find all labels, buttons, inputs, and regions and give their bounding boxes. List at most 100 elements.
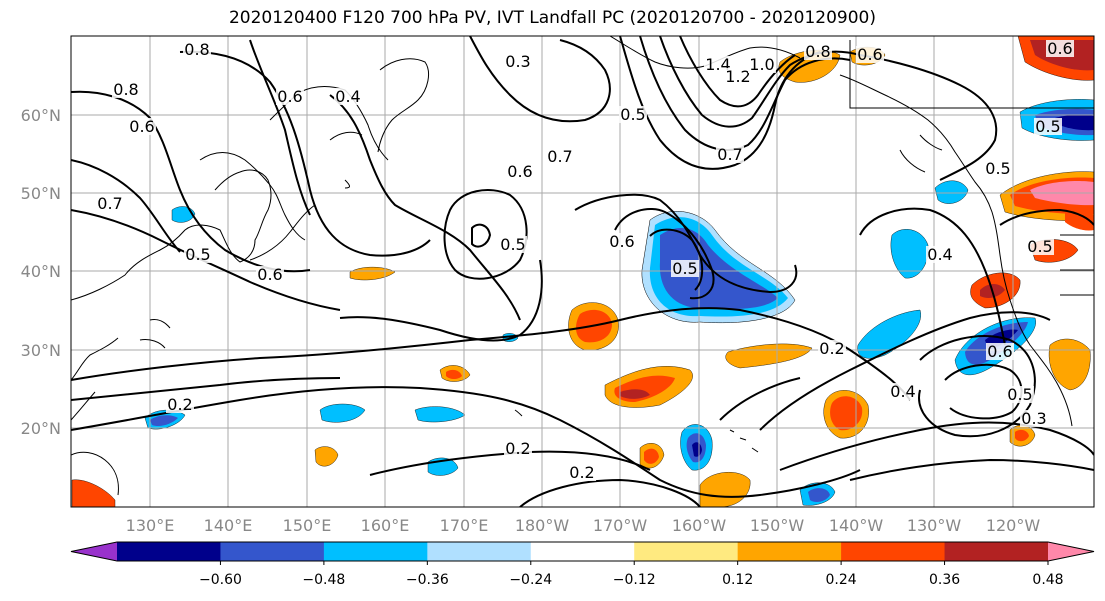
contour-label-bg — [1020, 410, 1048, 427]
contour-label: 0.6 — [277, 87, 302, 106]
contour-label: 0.3 — [505, 52, 530, 71]
colorbar-tick-label: −0.24 — [509, 572, 552, 588]
contour-label: 0.7 — [97, 194, 122, 213]
contour-label-bg — [1006, 386, 1034, 403]
colorbar-segment — [841, 542, 946, 561]
colorbar-segment — [737, 542, 842, 561]
contour-label: 0.5 — [672, 259, 697, 278]
contour-label-bg — [183, 41, 211, 58]
contour-label: 0.2 — [569, 463, 594, 482]
contour-label-bg — [1034, 118, 1062, 135]
contour-label-bg — [256, 266, 284, 283]
colorbar-tick-label: 0.48 — [1032, 572, 1063, 588]
contour-label: 0.5 — [985, 159, 1010, 178]
contour-label: 0.8 — [805, 42, 830, 61]
contour-label: 0.2 — [505, 439, 530, 458]
contour-label-bg — [856, 46, 884, 63]
lon-label: 130°E — [126, 516, 175, 535]
contour-label-bg — [166, 396, 194, 413]
lon-label: 150°W — [750, 516, 805, 535]
contour-label: 0.2 — [167, 395, 192, 414]
contour-label-bg — [504, 53, 532, 70]
contour-label-bg — [984, 160, 1012, 177]
contour-label: 0.6 — [507, 162, 532, 181]
contour-label-bg — [276, 88, 304, 105]
lat-label: 30°N — [21, 341, 61, 360]
contour-label-bg — [96, 195, 124, 212]
lon-label: 160°W — [672, 516, 727, 535]
colorbar-outline — [70, 541, 1095, 562]
contour-label: 0.8 — [113, 80, 138, 99]
contour-label-bg — [128, 118, 156, 135]
lon-label: 120°W — [986, 516, 1041, 535]
colorbar-tick-label: −0.36 — [406, 572, 449, 588]
contour-label: 0.6 — [1047, 39, 1072, 58]
lon-label: 170°E — [440, 516, 489, 535]
contour-label: 0.6 — [609, 232, 634, 251]
colorbar-segment — [944, 542, 1049, 561]
map-title: 2020120400 F120 700 hPa PV, IVT Landfall… — [228, 8, 876, 28]
lat-label: 60°N — [21, 106, 61, 125]
contour-label-bg — [724, 68, 752, 85]
contour-label-bg — [334, 88, 362, 105]
contour-label-bg — [546, 148, 574, 165]
contour-label-bg — [608, 233, 636, 250]
colorbar-tick-label: −0.48 — [302, 572, 345, 588]
colorbar-segment — [117, 542, 221, 561]
contour-label: 0.3 — [1021, 409, 1046, 428]
lat-label: 40°N — [21, 262, 61, 281]
contour-label: 0.6 — [129, 117, 154, 136]
colorbar-segment — [323, 542, 428, 561]
colorbar-tick-label: −0.60 — [199, 572, 242, 588]
lon-label: 130°W — [907, 516, 962, 535]
contour-label: 1.0 — [749, 55, 774, 74]
contour-label-bg — [568, 464, 596, 481]
contour-label: 0.6 — [857, 45, 882, 64]
contour-label: 0.6 — [987, 342, 1012, 361]
contour-label-bg — [818, 340, 846, 357]
colorbar-tick-label: −0.12 — [613, 572, 656, 588]
latitude-labels: 60°N 50°N 40°N 30°N 20°N — [21, 106, 61, 438]
contour-label: 0.4 — [890, 382, 915, 401]
map-frame — [70, 35, 1095, 508]
lon-label: 180°W — [515, 516, 570, 535]
contour-label-bg — [889, 383, 917, 400]
lon-label: 170°W — [593, 516, 648, 535]
contour-label: 1.2 — [725, 67, 750, 86]
contour-label-bg — [184, 246, 212, 263]
lon-label: 140°E — [204, 516, 253, 535]
contour-label-bg — [986, 343, 1014, 360]
lat-label: 20°N — [21, 419, 61, 438]
colorbar-tick-label: 0.36 — [929, 572, 960, 588]
contour-label: 0.6 — [257, 265, 282, 284]
colorbar-tick-label: 0.24 — [826, 572, 857, 588]
lon-label: 140°W — [829, 516, 884, 535]
colorbar-segment — [634, 542, 739, 561]
lon-label: 150°E — [283, 516, 332, 535]
contour-label: 0.5 — [500, 235, 525, 254]
contour-label: 0.5 — [185, 245, 210, 264]
lat-label: 50°N — [21, 184, 61, 203]
colorbar-segment — [220, 542, 325, 561]
contour-label: 0.5 — [620, 105, 645, 124]
contour-label-bg — [716, 146, 744, 163]
contour-label-bg — [112, 81, 140, 98]
contour-label: 0.7 — [717, 145, 742, 164]
contour-label-bg — [506, 163, 534, 180]
contour-label-bg — [619, 106, 647, 123]
contour-label-bg — [804, 43, 832, 60]
contour-label: 0.5 — [1007, 385, 1032, 404]
contour-label: 0.7 — [547, 147, 572, 166]
contour-label-bg — [1026, 238, 1054, 255]
contour-label-bg — [748, 56, 776, 73]
contour-label: 0.8 — [184, 40, 209, 59]
colorbar-segment — [427, 542, 532, 561]
contour-label: 0.2 — [819, 339, 844, 358]
contour-label: 0.4 — [335, 87, 360, 106]
colorbar: −0.60 −0.48 −0.36 −0.24 −0.12 0.12 0.24 0.36 0.4… — [70, 541, 1095, 588]
colorbar-segment — [530, 542, 635, 561]
colorbar-extend-low — [71, 542, 117, 561]
longitude-labels: 130°E 140°E 150°E 160°E 170°E 180°W 170°W 160°W… — [126, 516, 1041, 535]
contour-label: 0.5 — [1027, 237, 1052, 256]
